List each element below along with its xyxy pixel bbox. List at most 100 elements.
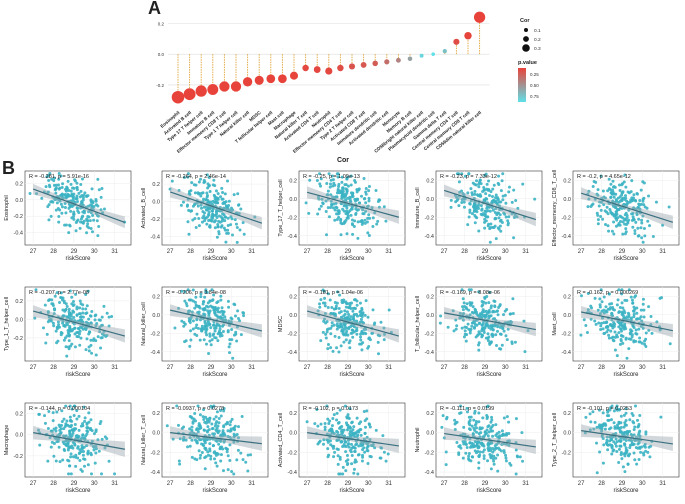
scatter-point: [585, 330, 589, 334]
scatter-point: [595, 441, 599, 445]
scatter-point: [367, 189, 371, 193]
scatter-point: [46, 191, 50, 195]
scatter-point: [466, 191, 470, 195]
scatter-point: [469, 327, 473, 331]
scatter-point: [190, 438, 194, 442]
scatter-point: [78, 306, 82, 310]
scatter-point: [198, 426, 202, 430]
scatter-point: [71, 455, 75, 459]
scatter-point: [619, 444, 623, 448]
lollipop-point: [348, 63, 356, 70]
scatter-point: [651, 235, 655, 239]
scatter-point: [203, 180, 207, 184]
scatter-point: [205, 195, 209, 199]
scatter-point: [632, 206, 636, 210]
scatter-point: [362, 176, 366, 180]
scatter-point: [345, 316, 349, 320]
scatter-point: [77, 211, 81, 215]
scatter-point: [70, 295, 74, 299]
scatter-point: [622, 437, 626, 441]
scatter-point: [226, 228, 230, 232]
scatter-point: [351, 306, 355, 310]
scatter-point: [204, 327, 208, 331]
scatter-point: [76, 446, 80, 450]
scatter-point: [363, 218, 367, 222]
scatter-point: [335, 411, 339, 415]
scatter-point: [214, 326, 218, 330]
scatter-point: [635, 317, 639, 321]
scatter-point: [612, 308, 616, 312]
scatter-point: [641, 302, 645, 306]
scatter-point: [205, 215, 209, 219]
x-tick-label: 29: [71, 249, 78, 255]
y-axis-title: Activated_CD4_T_cell: [278, 413, 284, 467]
scatter-point: [618, 195, 622, 199]
scatter-point: [210, 422, 214, 426]
scatter-point: [318, 305, 322, 309]
scatter-point: [624, 407, 628, 411]
scatter-point: [486, 209, 490, 213]
scatter-point: [498, 224, 502, 228]
scatter-point: [382, 338, 386, 342]
scatter-point: [620, 288, 624, 292]
scatter-point: [328, 419, 332, 423]
scatter-panel: 27 28 29 30 310.20.0-0.2-0.4R = -0.169, p = …: [415, 286, 543, 378]
scatter-point: [206, 301, 210, 305]
scatter-point: [241, 221, 245, 225]
x-tick-label: 29: [619, 481, 626, 487]
scatter-point: [336, 185, 340, 189]
scatter-point: [331, 417, 335, 421]
scatter-point: [176, 423, 180, 427]
scatter-point: [642, 226, 646, 230]
correlation-stat: R = -0.207, p = 2.77e-08: [29, 290, 89, 296]
scatter-point: [639, 188, 643, 192]
scatter-point: [618, 430, 622, 434]
scatter-point: [330, 203, 334, 207]
scatter-point: [504, 215, 508, 219]
scatter-point: [640, 218, 644, 222]
scatter-point: [344, 440, 348, 444]
scatter-point: [201, 302, 205, 306]
scatter-point: [87, 345, 91, 349]
scatter-point: [463, 440, 467, 444]
y-tick-label: 0.2: [563, 294, 571, 300]
scatter-point: [454, 327, 458, 331]
scatter-point: [325, 404, 329, 408]
scatter-point: [326, 193, 330, 197]
x-tick-label: 27: [578, 365, 585, 371]
scatter-point: [618, 342, 622, 346]
scatter-point: [619, 453, 623, 457]
scatter-point: [96, 177, 100, 181]
scatter-point: [610, 312, 614, 316]
y-tick-label: 0.2: [426, 294, 434, 300]
scatter-point: [338, 408, 342, 412]
scatter-point: [60, 211, 64, 215]
scatter-point: [68, 324, 72, 328]
scatter-point: [500, 442, 504, 446]
scatter-point: [632, 196, 636, 200]
scatter-point: [60, 195, 64, 199]
scatter-point: [462, 200, 466, 204]
scatter-point: [353, 458, 357, 462]
scatter-point: [222, 432, 226, 436]
scatter-point: [81, 196, 85, 200]
scatter-point: [86, 426, 90, 430]
scatter-point: [28, 191, 32, 195]
scatter-point: [64, 443, 68, 447]
scatter-point: [607, 418, 611, 422]
scatter-point: [485, 182, 489, 186]
lollipop-point: [183, 88, 196, 101]
scatter-point: [188, 192, 192, 196]
scatter-point: [335, 290, 339, 294]
scatter-point: [482, 456, 486, 460]
scatter-point: [611, 449, 615, 453]
scatter-point: [361, 455, 365, 459]
scatter-point: [464, 339, 468, 343]
scatter-point: [487, 188, 491, 192]
scatter-point: [615, 316, 619, 320]
scatter-point: [33, 316, 37, 320]
scatter-point: [501, 172, 505, 176]
scatter-point: [477, 445, 481, 449]
scatter-point: [330, 424, 334, 428]
